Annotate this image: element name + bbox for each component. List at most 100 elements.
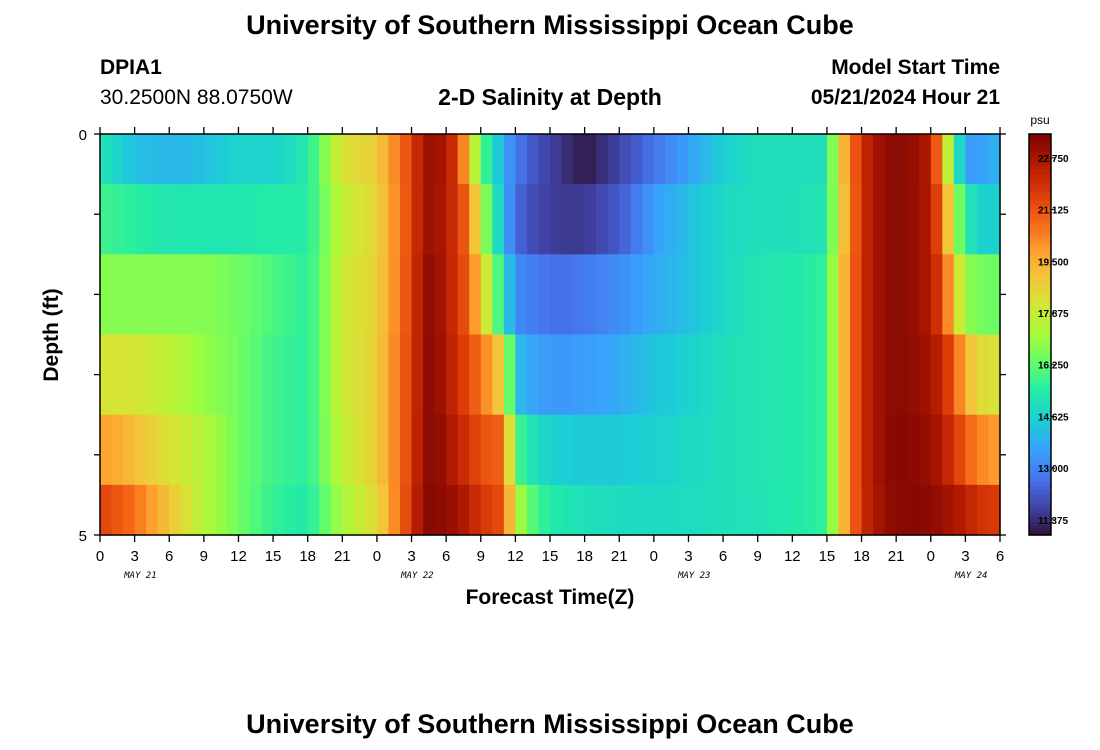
heatmap-cell — [861, 254, 874, 336]
heatmap-cell — [526, 254, 540, 336]
colorbar-segment — [1029, 156, 1051, 162]
heatmap-cell — [388, 484, 401, 536]
colorbar-segment — [1029, 387, 1051, 394]
y-tick-label: 5 — [79, 528, 87, 545]
heatmap-cell — [792, 134, 805, 185]
heatmap-cell — [423, 484, 436, 536]
heatmap-cell — [953, 184, 966, 255]
heatmap-cell — [192, 254, 205, 336]
colorbar-segment — [1029, 343, 1051, 349]
heatmap-cell — [215, 254, 228, 336]
heatmap-cell — [423, 184, 436, 255]
colorbar-segment — [1029, 147, 1051, 153]
colorbar-segment — [1029, 183, 1051, 189]
x-tick-label: 6 — [165, 548, 173, 565]
heatmap-cell — [388, 134, 401, 185]
heatmap-cell — [480, 134, 493, 185]
heatmap-cell — [561, 134, 574, 185]
heatmap-cell — [688, 134, 701, 185]
heatmap-cell — [907, 134, 920, 185]
colorbar-segment — [1029, 414, 1051, 420]
x-tick-label: 12 — [230, 548, 247, 565]
colorbar-segment — [1029, 338, 1051, 345]
heatmap-cell — [642, 134, 655, 185]
heatmap-cell — [550, 254, 563, 336]
heatmap-cell — [157, 134, 170, 185]
heatmap-cell — [757, 134, 770, 185]
heatmap-cell — [342, 134, 355, 185]
heatmap-cell — [965, 414, 978, 486]
heatmap-cell — [653, 134, 666, 185]
colorbar-segment — [1029, 352, 1051, 358]
heatmap-cell — [873, 484, 886, 536]
colorbar-segment — [1029, 294, 1051, 300]
heatmap-cell — [238, 184, 251, 255]
heatmap-cell — [250, 134, 263, 185]
heatmap-cell — [307, 184, 320, 255]
heatmap-cell — [492, 254, 505, 336]
heatmap-cell — [376, 184, 390, 255]
heatmap-cell — [457, 134, 470, 185]
heatmap-cell — [596, 134, 609, 185]
heatmap-cell — [607, 484, 620, 536]
heatmap-cell — [676, 254, 690, 336]
heatmap-cell — [123, 254, 136, 336]
footer-title: University of Southern Mississippi Ocean… — [246, 709, 854, 739]
heatmap-cell — [226, 484, 240, 536]
heatmap-cell — [976, 414, 990, 486]
heatmap-cell — [769, 414, 782, 486]
heatmap-cell — [284, 334, 297, 416]
heatmap-cell — [319, 414, 332, 486]
heatmap-cell — [619, 254, 632, 336]
heatmap-cell — [826, 334, 840, 416]
heatmap-cell — [226, 334, 240, 416]
colorbar-segment — [1029, 312, 1051, 318]
heatmap-cell — [203, 484, 216, 536]
heatmap-cell — [896, 414, 909, 486]
colorbar-segment — [1029, 494, 1051, 500]
heatmap-cell — [988, 334, 1001, 416]
heatmap-cell — [665, 414, 678, 486]
heatmap-cell — [596, 484, 609, 536]
colorbar-segment — [1029, 174, 1051, 180]
heatmap-cell — [815, 414, 828, 486]
heatmap-cell — [261, 414, 274, 486]
colorbar-segment — [1029, 316, 1051, 322]
heatmap-cell — [353, 184, 366, 255]
heatmap-cell — [734, 414, 747, 486]
heatmap-cell — [434, 184, 447, 255]
heatmap-cell — [873, 254, 886, 336]
x-tick-label: 18 — [853, 548, 870, 565]
heatmap-cell — [942, 414, 955, 486]
heatmap-cell — [838, 414, 851, 486]
colorbar-segment — [1029, 396, 1051, 402]
heatmap-cell — [365, 484, 378, 536]
heatmap-cell — [919, 484, 932, 536]
x-tick-label: 0 — [373, 548, 381, 565]
heatmap-cell — [642, 254, 655, 336]
x-tick-label: 3 — [130, 548, 138, 565]
heatmap-cell — [676, 414, 690, 486]
heatmap-cell — [469, 254, 482, 336]
colorbar-segment — [1029, 454, 1051, 460]
colorbar-tick-label: 19.500 — [1038, 257, 1069, 268]
heatmap-cell — [134, 414, 147, 486]
heatmap-cell — [884, 414, 897, 486]
heatmap-cell — [134, 254, 147, 336]
heatmap-cell — [192, 334, 205, 416]
heatmap-cell — [919, 134, 932, 185]
heatmap-cell — [769, 184, 782, 255]
heatmap-cell — [515, 184, 528, 255]
heatmap-cell — [942, 484, 955, 536]
heatmap-cell — [330, 414, 343, 486]
heatmap-cell — [261, 184, 274, 255]
heatmap-cell — [930, 414, 943, 486]
heatmap-cell — [388, 334, 401, 416]
colorbar-segment — [1029, 477, 1051, 483]
heatmap-cell — [146, 134, 159, 185]
x-tick-label: 15 — [265, 548, 282, 565]
x-tick-label: 9 — [477, 548, 485, 565]
heatmap-cell — [780, 334, 793, 416]
heatmap-cell — [492, 134, 505, 185]
heatmap-cell — [688, 414, 701, 486]
